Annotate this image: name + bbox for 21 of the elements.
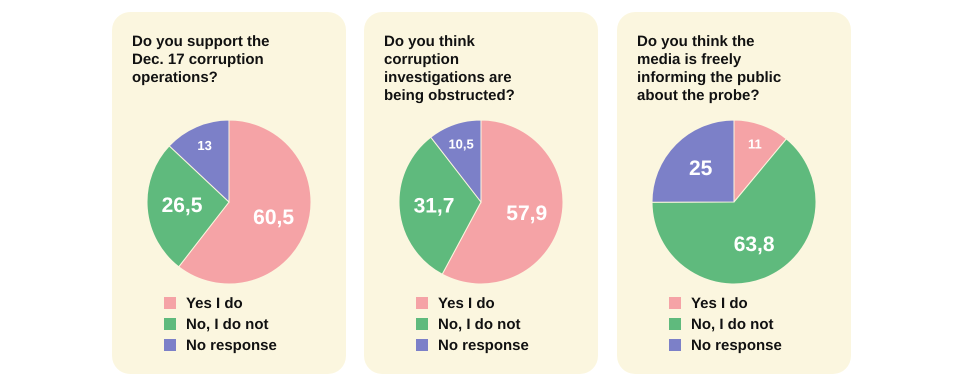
data-label: 31,7 (414, 194, 454, 218)
legend-label: No, I do not (186, 316, 268, 333)
data-label: 60,5 (253, 206, 294, 229)
legend-label: No response (438, 337, 529, 354)
legend-label: No, I do not (691, 316, 774, 333)
legend-label: Yes I do (186, 295, 243, 312)
legend-label: Yes I do (438, 295, 495, 312)
data-label: 57,9 (506, 202, 548, 225)
chart-title: Do you think corruption investigations are being obstructed? (384, 33, 515, 104)
legend-label: No response (186, 337, 277, 354)
legend-label: No, I do not (438, 316, 520, 333)
data-label: 10,5 (448, 136, 474, 152)
legend-label: No response (691, 337, 782, 354)
data-label: 13 (197, 138, 212, 154)
chart-title: Do you think the media is freely informing the public about the probe? (637, 33, 782, 104)
data-label: 63,8 (734, 233, 775, 256)
data-label: 11 (748, 136, 762, 152)
data-label: 26,5 (162, 194, 203, 218)
legend-label: Yes I do (691, 295, 748, 312)
data-label: 25 (688, 157, 713, 180)
chart-title: Do you support the Dec. 17 corruption operations? (132, 33, 270, 86)
